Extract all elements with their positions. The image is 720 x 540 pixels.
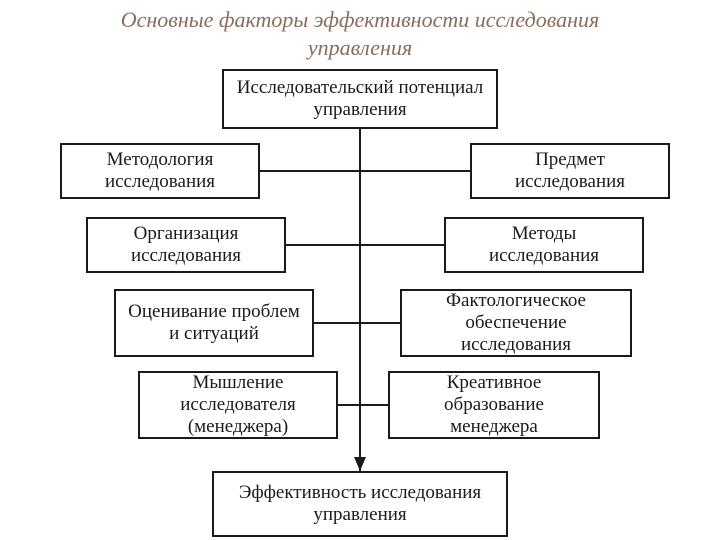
- node-leftC-label: Оценивание проблем и ситуаций: [126, 301, 302, 345]
- node-leftA: Методология исследования: [60, 143, 260, 199]
- node-rightB-label: Методы исследования: [456, 223, 632, 267]
- node-leftD: Мышление исследователя (менеджера): [138, 371, 338, 439]
- node-rightD-label: Креативное образование менеджера: [400, 372, 588, 438]
- node-bottom-label: Эффективность исследования управления: [224, 482, 496, 526]
- page-title: Основные факторы эффективности исследова…: [0, 0, 720, 61]
- node-top-label: Исследовательский потенциал управления: [234, 77, 486, 121]
- node-rightD: Креативное образование менеджера: [388, 371, 600, 439]
- node-rightC-label: Фактологическое обеспечение исследования: [412, 290, 620, 356]
- node-rightB: Методы исследования: [444, 217, 644, 273]
- node-rightA-label: Предмет исследования: [482, 149, 658, 193]
- node-leftB: Организация исследования: [86, 217, 286, 273]
- node-leftC: Оценивание проблем и ситуаций: [114, 289, 314, 357]
- diagram-area: Исследовательский потенциал управления Ме…: [0, 61, 720, 540]
- title-line-2: управления: [308, 35, 412, 60]
- node-leftD-label: Мышление исследователя (менеджера): [150, 372, 326, 438]
- node-bottom: Эффективность исследования управления: [212, 471, 508, 537]
- node-leftB-label: Организация исследования: [98, 223, 274, 267]
- node-leftA-label: Методология исследования: [72, 149, 248, 193]
- title-line-1: Основные факторы эффективности исследова…: [121, 7, 600, 32]
- node-rightA: Предмет исследования: [470, 143, 670, 199]
- node-rightC: Фактологическое обеспечение исследования: [400, 289, 632, 357]
- node-top: Исследовательский потенциал управления: [222, 69, 498, 129]
